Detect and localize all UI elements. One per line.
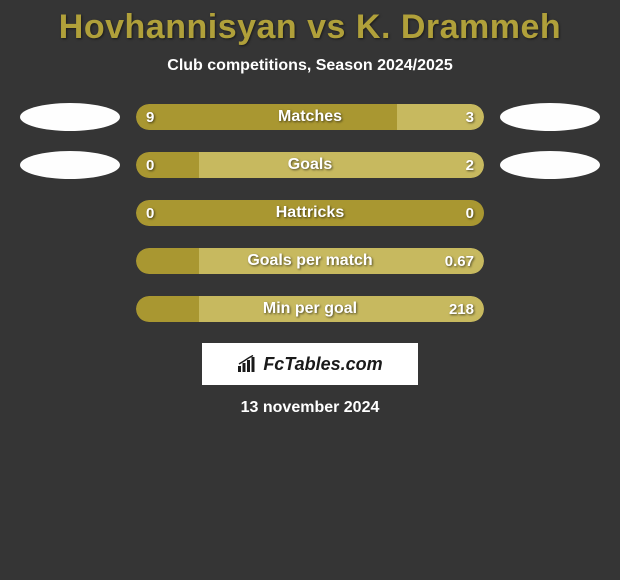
right-value: 0.67 — [445, 248, 474, 274]
spacer — [20, 199, 120, 227]
player-left-badge — [20, 151, 120, 179]
brand-text: FcTables.com — [263, 354, 382, 375]
stat-row: Goals per match0.67 — [0, 247, 620, 275]
stat-label: Hattricks — [136, 200, 484, 226]
brand-badge[interactable]: FcTables.com — [202, 343, 418, 385]
player-right-badge — [500, 103, 600, 131]
stat-row: Min per goal218 — [0, 295, 620, 323]
date-text: 13 november 2024 — [0, 399, 620, 417]
spacer — [20, 247, 120, 275]
chart-icon — [237, 355, 259, 373]
stat-bar: 0Goals2 — [136, 152, 484, 178]
stat-rows: 9Matches30Goals20Hattricks0Goals per mat… — [0, 103, 620, 323]
stat-row: 0Goals2 — [0, 151, 620, 179]
right-value: 218 — [449, 296, 474, 322]
stat-bar: Min per goal218 — [136, 296, 484, 322]
stat-row: 0Hattricks0 — [0, 199, 620, 227]
stat-bar: 0Hattricks0 — [136, 200, 484, 226]
subtitle: Club competitions, Season 2024/2025 — [0, 57, 620, 75]
stat-label: Goals per match — [136, 248, 484, 274]
stat-label: Min per goal — [136, 296, 484, 322]
stat-bar: Goals per match0.67 — [136, 248, 484, 274]
stat-label: Goals — [136, 152, 484, 178]
spacer — [20, 295, 120, 323]
right-value: 2 — [466, 152, 474, 178]
stat-label: Matches — [136, 104, 484, 130]
comparison-widget: Hovhannisyan vs K. Drammeh Club competit… — [0, 0, 620, 417]
right-value: 3 — [466, 104, 474, 130]
stat-row: 9Matches3 — [0, 103, 620, 131]
stat-bar: 9Matches3 — [136, 104, 484, 130]
player-right-badge — [500, 151, 600, 179]
spacer — [500, 295, 600, 323]
spacer — [500, 247, 600, 275]
page-title: Hovhannisyan vs K. Drammeh — [0, 8, 620, 47]
spacer — [500, 199, 600, 227]
right-value: 0 — [466, 200, 474, 226]
player-left-badge — [20, 103, 120, 131]
